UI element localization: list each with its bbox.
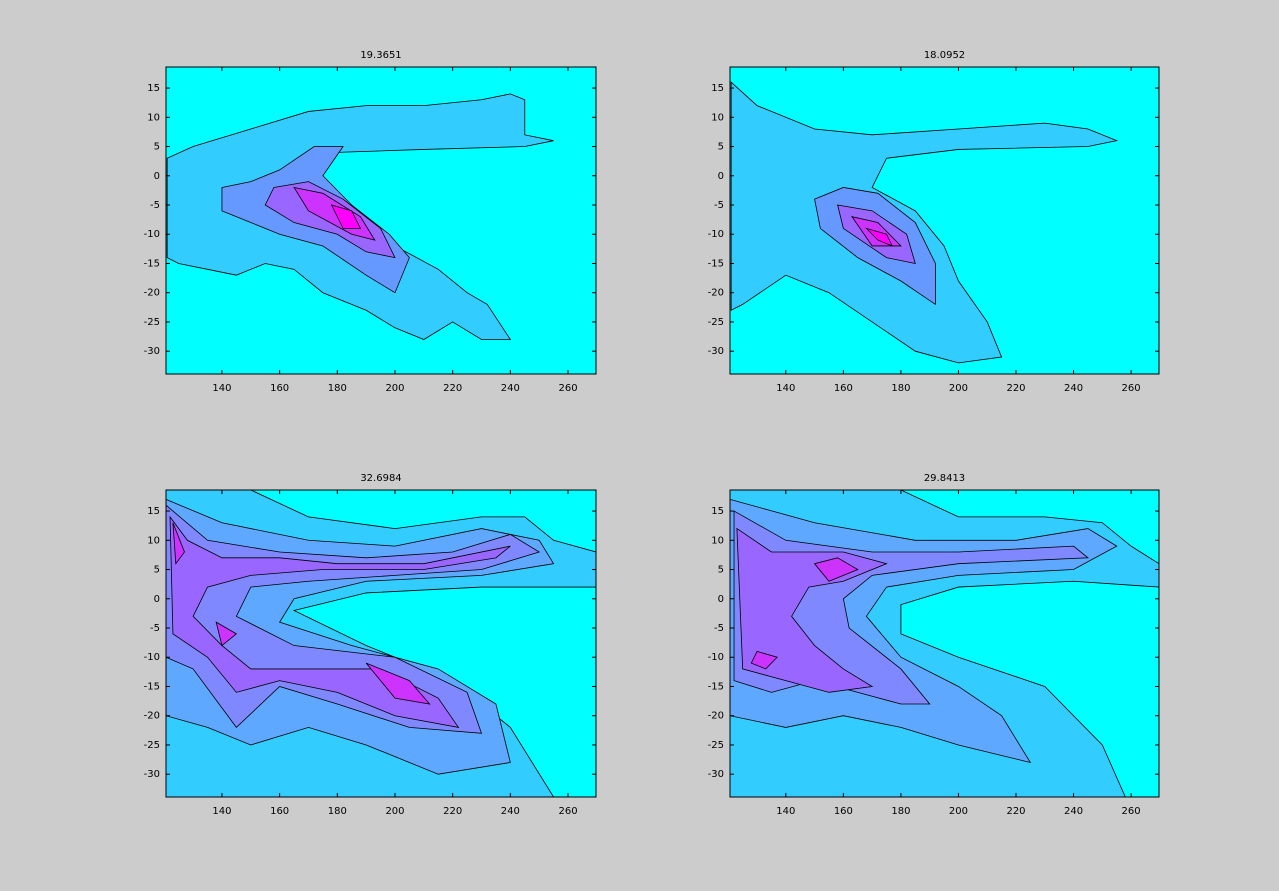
y-tick-label: 15	[711, 506, 724, 517]
contour-region	[730, 81, 1119, 364]
axes: 140 160 180 200 220 240 260 15 10 5 0 -5 -10 -15 -20 -2…	[708, 473, 1160, 817]
x-tick-label: 140	[776, 383, 795, 394]
y-tick-label: -30	[144, 769, 160, 780]
contour-region	[365, 662, 431, 705]
y-tick-label: -20	[144, 711, 160, 722]
x-tick-label: 260	[1122, 806, 1141, 817]
y-tick-label: -5	[714, 623, 724, 634]
x-tick-label: 240	[1064, 806, 1083, 817]
x-tick-label: 240	[501, 383, 520, 394]
y-tick-label: -20	[708, 711, 724, 722]
y-tick-label: 0	[718, 594, 724, 605]
chart-title: 29.8413	[924, 473, 965, 484]
y-tick-label: -20	[708, 288, 724, 299]
x-tick-label: 260	[558, 806, 577, 817]
y-tick-label: -25	[144, 740, 160, 751]
x-tick-label: 140	[776, 806, 795, 817]
y-tick-label: -15	[144, 681, 160, 692]
y-tick-label: 10	[147, 535, 160, 546]
chart-title: 32.6984	[360, 473, 401, 484]
x-tick-label: 180	[891, 806, 910, 817]
axes-frame	[729, 489, 1160, 798]
contour-region	[813, 557, 859, 582]
contour-region	[169, 515, 511, 728]
y-tick-label: 10	[147, 112, 160, 123]
x-tick-label: 200	[949, 383, 968, 394]
axes-frame	[165, 489, 597, 798]
y-tick-label: 5	[718, 142, 724, 153]
x-tick-label: 180	[891, 383, 910, 394]
y-tick-label: -10	[708, 229, 724, 240]
y-tick-label: 5	[154, 142, 160, 153]
x-tick-label: 160	[270, 383, 289, 394]
y-tick-label: -25	[708, 317, 724, 328]
y-tick-label: -5	[150, 200, 160, 211]
y-tick-label: 0	[718, 171, 724, 182]
x-tick-label: 240	[1064, 383, 1083, 394]
axes-frame	[729, 66, 1160, 375]
y-tick-label: 10	[711, 535, 724, 546]
x-tick-label: 160	[270, 806, 289, 817]
y-tick-label: 0	[154, 594, 160, 605]
x-tick-label: 220	[443, 806, 462, 817]
x-tick-label: 200	[949, 806, 968, 817]
contour-region	[330, 204, 362, 229]
x-tick-label: 240	[501, 806, 520, 817]
contour-region	[215, 621, 238, 647]
x-tick-label: 140	[212, 383, 231, 394]
y-tick-label: -25	[708, 740, 724, 751]
x-tick-label: 260	[558, 383, 577, 394]
axes: 140 160 180 200 220 240 260 15 10 5 0 -5 -10 -15 -20 -2…	[144, 50, 597, 394]
y-tick-label: -25	[144, 317, 160, 328]
y-tick-label: 10	[711, 112, 724, 123]
y-tick-label: 15	[147, 83, 160, 94]
y-tick-label: -15	[708, 681, 724, 692]
y-tick-label: 15	[147, 506, 160, 517]
y-tick-label: -30	[144, 346, 160, 357]
y-tick-label: -15	[144, 258, 160, 269]
y-tick-label: -10	[144, 652, 160, 663]
y-tick-label: -30	[708, 346, 724, 357]
x-tick-label: 220	[1006, 806, 1025, 817]
x-tick-label: 200	[385, 806, 404, 817]
contour-region	[750, 650, 778, 670]
y-tick-label: 5	[718, 565, 724, 576]
x-tick-label: 260	[1122, 383, 1141, 394]
contour-region	[172, 522, 185, 565]
y-tick-label: -10	[708, 652, 724, 663]
x-tick-label: 160	[834, 806, 853, 817]
axes-frame	[165, 66, 597, 375]
y-tick-label: 0	[154, 171, 160, 182]
y-tick-label: -30	[708, 769, 724, 780]
y-tick-label: 15	[711, 83, 724, 94]
chart-title: 19.3651	[360, 50, 401, 61]
y-tick-label: -5	[150, 623, 160, 634]
axes: 140 160 180 200 220 240 260 15 10 5 0 -5 -10 -15 -20 -2…	[708, 50, 1160, 394]
x-tick-label: 140	[212, 806, 231, 817]
chart-title: 18.0952	[924, 50, 965, 61]
y-tick-label: -5	[714, 200, 724, 211]
y-tick-label: 5	[154, 565, 160, 576]
y-tick-label: -15	[708, 258, 724, 269]
y-tick-label: -20	[144, 288, 160, 299]
x-tick-label: 200	[385, 383, 404, 394]
x-tick-label: 160	[834, 383, 853, 394]
axes: 140 160 180 200 220 240 260 15 10 5 0 -5 -10 -15 -20 -2…	[144, 473, 597, 817]
y-tick-label: -10	[144, 229, 160, 240]
x-tick-label: 180	[328, 383, 347, 394]
x-tick-label: 220	[1006, 383, 1025, 394]
x-tick-label: 180	[328, 806, 347, 817]
x-tick-label: 220	[443, 383, 462, 394]
contour-region	[865, 227, 894, 247]
